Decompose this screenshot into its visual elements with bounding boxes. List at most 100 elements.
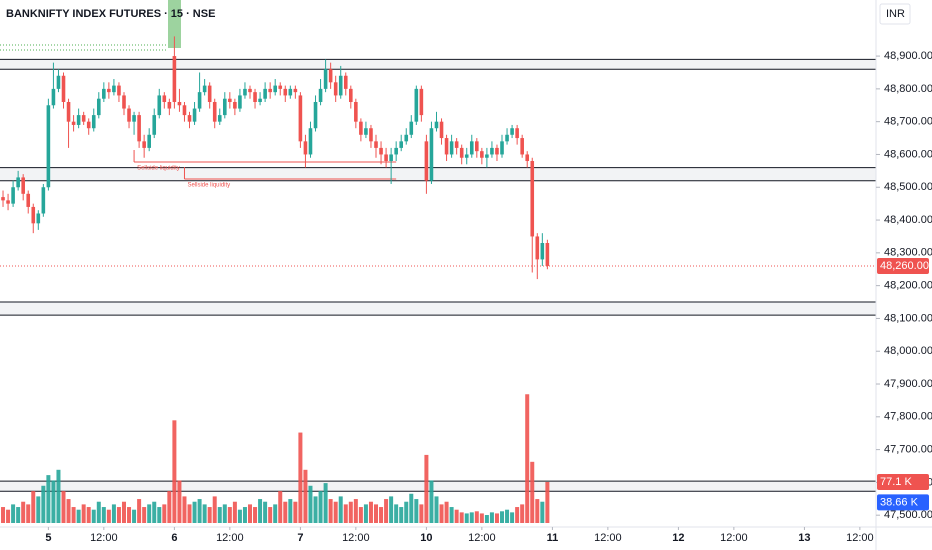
candle-body bbox=[66, 101, 71, 122]
y-tick-label: 47,800.00 bbox=[884, 411, 932, 423]
volume-bar bbox=[363, 504, 368, 523]
volume-bar bbox=[111, 504, 116, 523]
x-tick-label: 11 bbox=[547, 532, 559, 544]
candle-body bbox=[328, 69, 333, 83]
candle-body bbox=[268, 88, 272, 93]
volume-bar bbox=[116, 507, 121, 523]
volume-bar bbox=[288, 499, 293, 523]
volume-bar bbox=[505, 509, 510, 523]
volume-bar bbox=[172, 420, 177, 523]
candle-body bbox=[480, 151, 484, 158]
candle-body bbox=[354, 101, 358, 122]
candle-body bbox=[61, 75, 66, 102]
volume-bar bbox=[132, 509, 137, 523]
volume-bar bbox=[500, 511, 505, 523]
volume-bar bbox=[36, 496, 41, 523]
volume-bar bbox=[46, 475, 51, 523]
candle-body bbox=[6, 200, 10, 204]
volume-bar bbox=[530, 461, 535, 523]
volume-bar bbox=[273, 504, 278, 523]
volume-bar bbox=[474, 511, 479, 523]
volume-bar bbox=[494, 513, 499, 523]
candle-body bbox=[177, 101, 182, 106]
candle-body bbox=[16, 177, 20, 188]
candle-body bbox=[359, 121, 363, 135]
volume-bar bbox=[424, 454, 429, 523]
candle-body bbox=[485, 154, 489, 158]
candle-body bbox=[31, 206, 36, 224]
candle-body bbox=[132, 115, 136, 122]
candle-body bbox=[439, 121, 444, 139]
currency-box[interactable] bbox=[879, 3, 911, 25]
candle-body bbox=[238, 95, 242, 109]
volume-bar bbox=[449, 507, 454, 523]
currency[interactable]: INR bbox=[886, 8, 905, 20]
volume-bar bbox=[545, 481, 550, 523]
volume-bar bbox=[182, 496, 187, 523]
candle-body bbox=[424, 141, 429, 181]
y-tick-label: 48,100.00 bbox=[884, 312, 932, 324]
liquidity-label: Sellside liquidity bbox=[187, 183, 230, 189]
candle-body bbox=[122, 95, 126, 109]
volume-bar bbox=[489, 512, 494, 523]
volume-bar bbox=[6, 509, 11, 523]
candle-body bbox=[36, 213, 41, 224]
volume-bar bbox=[338, 496, 343, 523]
volume-bar bbox=[389, 496, 394, 523]
candle-body bbox=[520, 138, 524, 155]
volume-bar bbox=[16, 507, 21, 523]
candle-body bbox=[51, 88, 56, 106]
candle-body bbox=[308, 128, 313, 155]
candle-body bbox=[469, 141, 474, 155]
candle-body bbox=[278, 85, 283, 89]
candle-body bbox=[26, 193, 31, 207]
x-tick-label: 12:00 bbox=[468, 532, 496, 544]
candle-body bbox=[11, 187, 15, 204]
volume-bar bbox=[26, 504, 31, 523]
candle-body bbox=[207, 85, 212, 102]
y-tick-label: 48,400.00 bbox=[884, 214, 932, 226]
volume-bar bbox=[469, 512, 474, 523]
candle-body bbox=[505, 134, 509, 142]
candle-body bbox=[495, 147, 499, 155]
volume-bar bbox=[91, 509, 96, 523]
candle-body bbox=[500, 141, 504, 155]
candle-body bbox=[349, 88, 353, 102]
volume-bar bbox=[343, 504, 348, 523]
candle-body bbox=[419, 88, 424, 116]
volume-bar bbox=[540, 501, 545, 523]
volume-bar bbox=[142, 507, 147, 523]
volume-bar bbox=[187, 504, 192, 523]
y-tick-label: 48,500.00 bbox=[884, 181, 932, 193]
volume-bar bbox=[147, 504, 152, 523]
volume-bar bbox=[212, 496, 217, 523]
last-price-box bbox=[877, 257, 929, 274]
volume-bar bbox=[459, 512, 464, 523]
candle-body bbox=[137, 115, 141, 142]
volume-bar bbox=[368, 501, 373, 523]
y-tick-label: 48,900.00 bbox=[884, 50, 932, 62]
candle-body bbox=[21, 177, 25, 194]
candle-body bbox=[107, 88, 111, 93]
candle-body bbox=[293, 88, 298, 93]
candle-body bbox=[258, 98, 262, 102]
candle-body bbox=[434, 121, 439, 129]
candle-body bbox=[343, 75, 348, 89]
volume-bar bbox=[268, 507, 273, 523]
volume-bar bbox=[11, 504, 16, 523]
candle-body bbox=[313, 101, 318, 129]
y-tick-label: 48,200.00 bbox=[884, 280, 932, 292]
candle-body bbox=[404, 134, 409, 142]
chart-title: BANKNIFTY INDEX FUTURES · 15 · NSE bbox=[6, 8, 215, 20]
volume-bar bbox=[484, 515, 489, 523]
candle-body bbox=[545, 243, 550, 266]
candle-body bbox=[338, 75, 343, 96]
volume-bar bbox=[21, 501, 26, 523]
volume-bar bbox=[283, 501, 288, 523]
x-tick-label: 10 bbox=[420, 532, 432, 544]
volume-bar bbox=[202, 504, 207, 523]
candle-body bbox=[515, 128, 519, 139]
volume-bar bbox=[479, 513, 484, 523]
volume-bar bbox=[434, 496, 439, 523]
